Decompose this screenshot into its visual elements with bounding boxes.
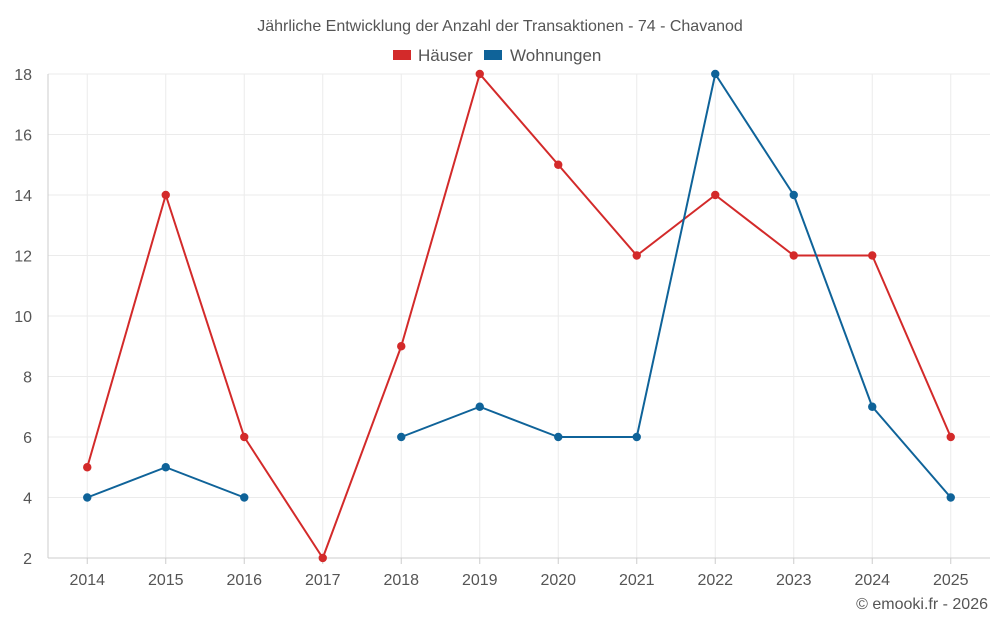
data-point-wohnungen[interactable]	[946, 493, 955, 502]
legend-swatch-wohnungen	[484, 50, 502, 60]
y-tick-label: 18	[14, 67, 32, 84]
data-point-haeuser[interactable]	[554, 160, 563, 169]
x-tick-label: 2017	[305, 572, 341, 589]
y-tick-label: 12	[14, 249, 32, 266]
x-tick-label: 2019	[462, 572, 498, 589]
x-tick-label: 2018	[383, 572, 419, 589]
data-point-wohnungen[interactable]	[554, 432, 563, 442]
x-tick-label: 2023	[776, 572, 812, 589]
x-tick-label: 2020	[540, 572, 576, 589]
data-point-haeuser[interactable]	[240, 432, 249, 442]
y-tick-label: 14	[14, 188, 32, 205]
data-point-haeuser[interactable]	[868, 251, 877, 260]
y-tick-label: 6	[23, 430, 32, 447]
x-tick-label: 2021	[619, 572, 655, 589]
series-line-haeuser	[86, 73, 952, 559]
data-point-wohnungen[interactable]	[868, 402, 877, 411]
data-point-wohnungen[interactable]	[475, 402, 484, 411]
x-tick-label: 2022	[697, 572, 733, 589]
y-tick-label: 2	[23, 551, 32, 568]
x-tick-label: 2015	[148, 572, 184, 589]
y-tick-label: 10	[14, 309, 32, 326]
data-point-haeuser[interactable]	[789, 251, 798, 260]
y-tick-label: 4	[23, 491, 32, 508]
y-tick-label: 8	[23, 370, 32, 387]
data-point-haeuser[interactable]	[632, 251, 641, 260]
plot-area	[83, 69, 955, 563]
data-point-haeuser[interactable]	[397, 342, 406, 351]
series-line-wohnungen	[400, 73, 952, 499]
legend: Häuser Wohnungen	[393, 46, 601, 65]
legend-label-wohnungen[interactable]: Wohnungen	[510, 46, 601, 65]
data-point-haeuser[interactable]	[711, 190, 720, 200]
y-tick-label: 16	[14, 128, 32, 145]
legend-swatch-haeuser	[393, 50, 411, 60]
data-point-haeuser[interactable]	[161, 190, 170, 200]
x-tick-label: 2024	[854, 572, 890, 589]
x-tick-label: 2025	[933, 572, 969, 589]
data-point-wohnungen[interactable]	[789, 190, 798, 200]
x-tick-label: 2016	[226, 572, 262, 589]
data-point-wohnungen[interactable]	[240, 493, 249, 502]
credit-text: © emooki.fr - 2026	[856, 596, 988, 613]
data-point-haeuser[interactable]	[946, 432, 955, 442]
data-point-wohnungen[interactable]	[83, 493, 92, 502]
grid	[48, 73, 990, 559]
data-point-wohnungen[interactable]	[632, 432, 641, 442]
data-point-wohnungen[interactable]	[161, 463, 170, 472]
data-point-haeuser[interactable]	[318, 553, 327, 563]
axes: 2 4 6 8 10 12 14 16 18 2014 2015 2016 2017 2018 2019 20…	[14, 67, 990, 589]
data-point-wohnungen[interactable]	[711, 69, 720, 79]
legend-label-haeuser[interactable]: Häuser	[418, 46, 473, 65]
chart-title: Jährliche Entwicklung der Anzahl der Tra…	[257, 18, 743, 35]
x-tick-label: 2014	[69, 572, 105, 589]
data-point-wohnungen[interactable]	[397, 432, 406, 442]
data-point-haeuser[interactable]	[83, 463, 92, 472]
data-point-haeuser[interactable]	[475, 69, 484, 79]
